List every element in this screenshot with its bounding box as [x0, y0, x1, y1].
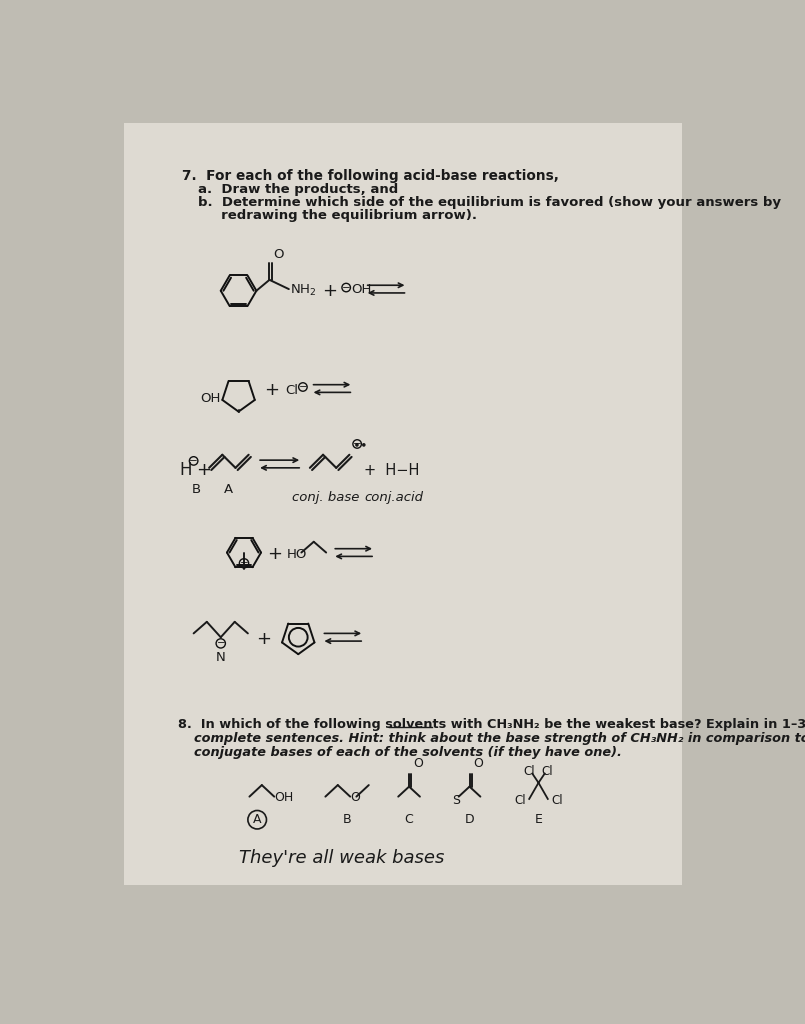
- Text: O: O: [413, 758, 423, 770]
- Text: b.  Determine which side of the equilibrium is favored (show your answers by: b. Determine which side of the equilibri…: [197, 196, 781, 209]
- Text: +: +: [196, 461, 211, 479]
- Text: 7.  For each of the following acid-base reactions,: 7. For each of the following acid-base r…: [182, 169, 559, 183]
- Text: −: −: [189, 456, 198, 466]
- Text: N: N: [216, 651, 225, 665]
- Text: Cl: Cl: [285, 384, 298, 396]
- FancyBboxPatch shape: [124, 123, 682, 885]
- Text: −: −: [353, 439, 361, 449]
- Text: a.  Draw the products, and: a. Draw the products, and: [197, 183, 398, 196]
- Text: B: B: [343, 813, 352, 826]
- Text: −: −: [342, 283, 350, 293]
- Text: +: +: [322, 282, 336, 300]
- Text: They're all weak bases: They're all weak bases: [238, 849, 444, 867]
- Text: redrawing the equilibrium arrow).: redrawing the equilibrium arrow).: [197, 209, 477, 222]
- Text: HO: HO: [287, 548, 307, 560]
- Text: O: O: [274, 248, 284, 260]
- Text: OH: OH: [275, 791, 294, 804]
- Text: 8.  In which of the following solvents with CH₃NH₂ be the weakest base? Explain : 8. In which of the following solvents wi…: [178, 718, 805, 731]
- Text: E: E: [535, 813, 543, 826]
- Text: +: +: [267, 545, 283, 563]
- Text: C: C: [405, 813, 414, 826]
- Text: +: +: [263, 381, 279, 399]
- Text: −: −: [240, 558, 249, 568]
- Text: Cl: Cl: [551, 794, 563, 807]
- Text: O: O: [473, 758, 483, 770]
- Text: −: −: [217, 638, 225, 648]
- Text: OH: OH: [200, 392, 221, 406]
- Text: S: S: [452, 794, 460, 807]
- Text: Cl: Cl: [514, 794, 526, 807]
- Text: O: O: [350, 791, 360, 804]
- Text: D: D: [464, 813, 474, 826]
- Text: +  H−H: + H−H: [364, 463, 419, 477]
- Text: +: +: [256, 630, 270, 648]
- Text: ∙∙: ∙∙: [353, 438, 369, 451]
- Text: NH$_2$: NH$_2$: [291, 283, 317, 298]
- Text: A: A: [224, 483, 233, 497]
- Text: B: B: [192, 483, 200, 497]
- Text: A: A: [253, 813, 262, 826]
- Text: OH: OH: [352, 284, 372, 296]
- Text: conj. base: conj. base: [291, 490, 359, 504]
- Text: Cl: Cl: [524, 766, 535, 778]
- Text: complete sentences. Hint: think about the base strength of CH₃NH₂ in comparison : complete sentences. Hint: think about th…: [194, 732, 805, 744]
- Text: conj.acid: conj.acid: [364, 490, 423, 504]
- Text: −: −: [299, 382, 308, 392]
- Text: Cl: Cl: [542, 766, 553, 778]
- Text: conjugate bases of each of the solvents (if they have one).: conjugate bases of each of the solvents …: [194, 745, 621, 759]
- Text: H: H: [180, 461, 192, 479]
